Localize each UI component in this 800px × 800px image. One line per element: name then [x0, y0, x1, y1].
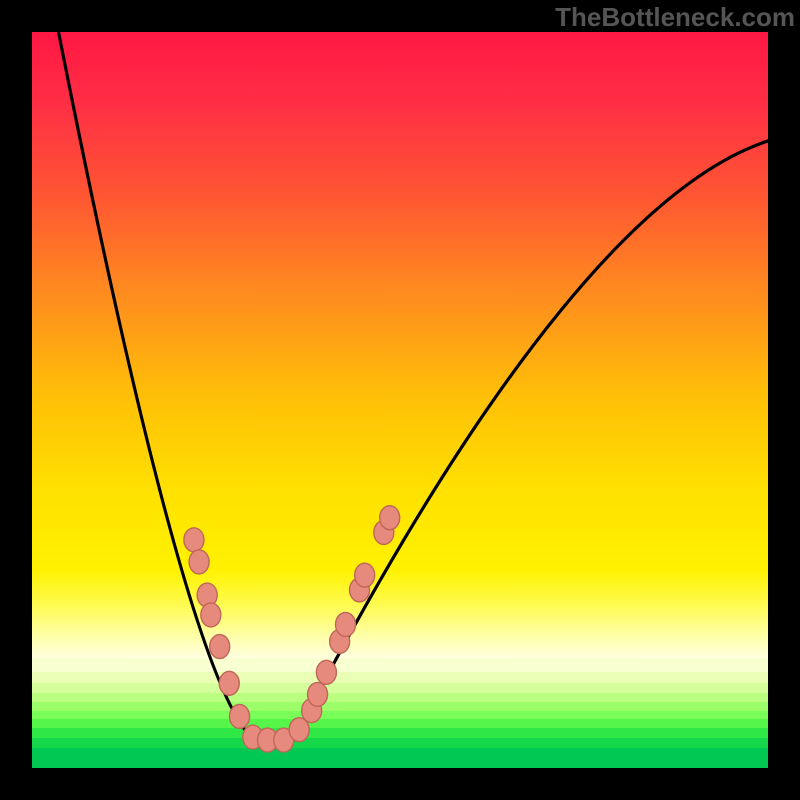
plot-area [32, 32, 768, 768]
curve-marker [308, 682, 328, 706]
watermark-text: TheBottleneck.com [555, 2, 795, 33]
curve-marker [210, 635, 230, 659]
curve-marker [201, 603, 221, 627]
curve-marker [230, 704, 250, 728]
curve-marker [355, 563, 375, 587]
curve-marker [184, 528, 204, 552]
curve-marker [189, 550, 209, 574]
curve-marker [316, 660, 336, 684]
curve-layer [32, 32, 768, 768]
curve-marker [380, 506, 400, 530]
stage: TheBottleneck.com [0, 0, 800, 800]
curve-marker [219, 671, 239, 695]
curve-marker [336, 612, 356, 636]
v-curve [58, 32, 768, 740]
